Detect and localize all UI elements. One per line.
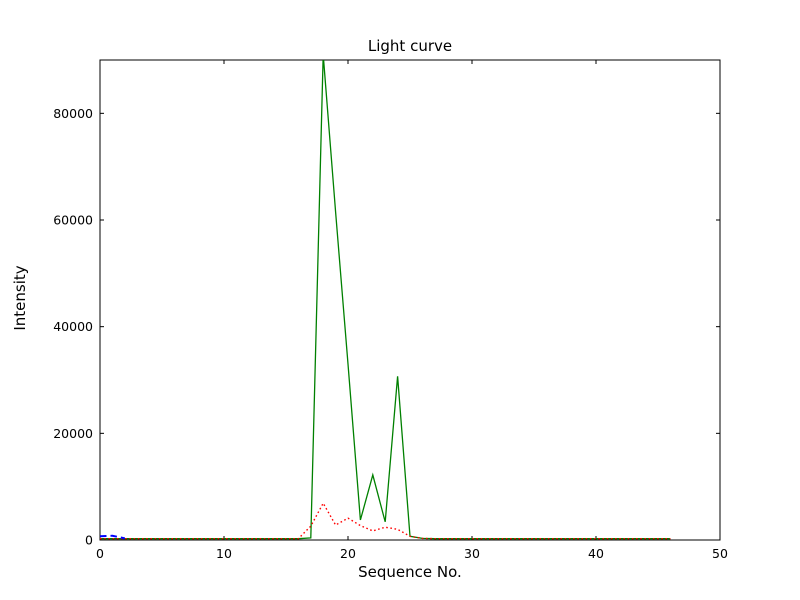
x-axis-title: Sequence No.: [358, 563, 462, 581]
y-axis-title: Intensity: [11, 265, 29, 330]
plot-area: [99, 59, 721, 541]
x-tick-label: 40: [588, 546, 604, 561]
x-tick-label: 50: [712, 546, 728, 561]
x-tick-label: 10: [216, 546, 232, 561]
chart-title: Light curve: [368, 37, 452, 55]
x-tick-label: 0: [96, 546, 104, 561]
series-line-green-solid: [100, 60, 671, 540]
y-tick-label: 40000: [53, 319, 93, 334]
x-tick-label: 20: [340, 546, 356, 561]
y-tick-label: 0: [85, 533, 93, 548]
y-tick-label: 60000: [53, 213, 93, 228]
x-tick-label: 30: [464, 546, 480, 561]
axis-ticks: 0 10 20 30 40 50 0 20000 40000 60000 80000: [53, 60, 728, 561]
y-tick-label: 80000: [53, 106, 93, 121]
data-series-group: [100, 60, 671, 540]
series-line-blue-dashed: [100, 534, 126, 540]
y-tick-label: 20000: [53, 426, 93, 441]
